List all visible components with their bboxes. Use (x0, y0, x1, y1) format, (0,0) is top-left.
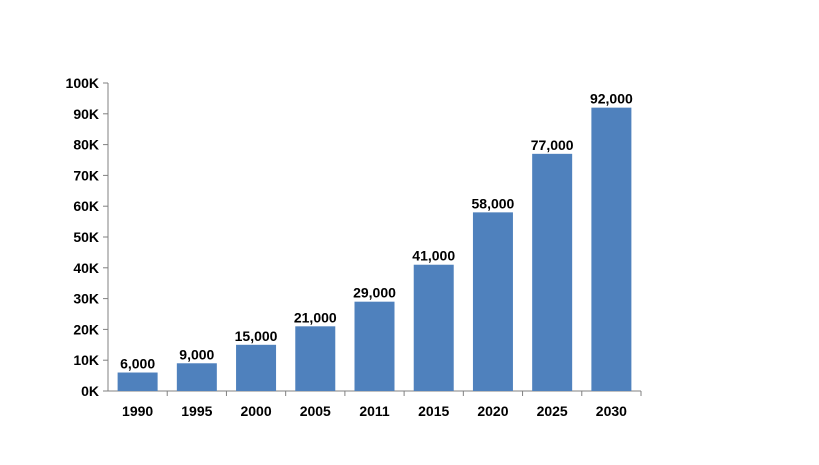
x-tick-label-2005: 2005 (300, 403, 331, 419)
data-label-1995: 9,000 (179, 346, 214, 362)
y-tick-label: 30K (73, 291, 99, 307)
y-tick-label: 80K (73, 137, 99, 153)
data-label-1990: 6,000 (120, 356, 155, 372)
data-label-2011: 29,000 (353, 285, 396, 301)
data-label-2015: 41,000 (412, 248, 455, 264)
y-tick-label: 40K (73, 260, 99, 276)
data-label-2020: 58,000 (472, 195, 515, 211)
bar-2020 (472, 212, 513, 391)
x-tick-label-2025: 2025 (537, 403, 568, 419)
x-tick-label-1990: 1990 (122, 403, 153, 419)
x-tick-label-2030: 2030 (596, 403, 627, 419)
y-tick-label: 50K (73, 229, 99, 245)
x-axis: 1990 1995 2000 2005 2011 2015 2020 2025 2030 (108, 390, 642, 419)
y-tick-label: 10K (73, 352, 99, 368)
data-label-2000: 15,000 (235, 328, 278, 344)
y-tick-label: 60K (73, 198, 99, 214)
y-tick-label: 70K (73, 167, 99, 183)
bar-1995 (176, 363, 217, 391)
data-label-2025: 77,000 (531, 137, 574, 153)
data-labels: 6,000 9,000 15,000 21,000 29,000 41,000 58,000… (120, 91, 633, 372)
x-tick-label-2020: 2020 (477, 403, 508, 419)
bars (117, 107, 632, 391)
x-tick-label-1995: 1995 (181, 403, 212, 419)
bar-2011 (354, 301, 395, 391)
bar-1990 (117, 372, 158, 391)
x-tick-label-2000: 2000 (240, 403, 271, 419)
x-tick-label-2011: 2011 (359, 403, 390, 419)
data-label-2030: 92,000 (590, 91, 633, 107)
y-tick-label: 100K (66, 75, 99, 91)
x-tick-label-2015: 2015 (418, 403, 449, 419)
y-tick-label: 90K (73, 106, 99, 122)
bar-2025 (532, 153, 573, 391)
y-tick-label: 20K (73, 321, 99, 337)
y-tick-label: 0K (81, 383, 99, 399)
data-label-2005: 21,000 (294, 309, 337, 325)
bar-2000 (236, 344, 277, 391)
y-axis: 0K 10K 20K 30K 40K 50K 60K 70K 80K 90K 100K (66, 75, 109, 399)
bar-2005 (295, 326, 336, 391)
bar-2015 (413, 264, 454, 391)
bar-2030 (591, 107, 632, 391)
